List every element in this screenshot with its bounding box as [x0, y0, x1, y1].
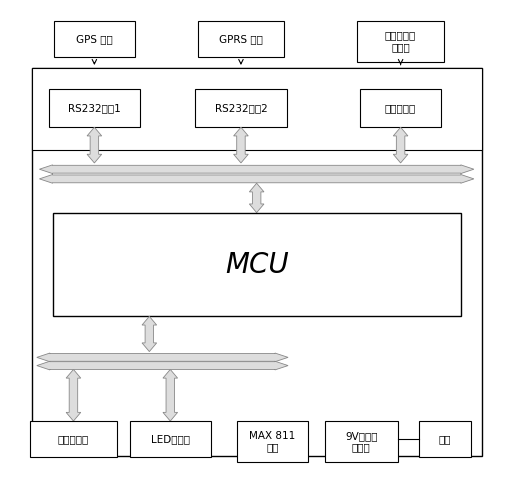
Bar [49, 89, 140, 127]
Polygon shape [87, 127, 102, 163]
Bar [358, 21, 444, 62]
Bar [32, 68, 482, 150]
Text: GPRS 模块: GPRS 模块 [219, 34, 263, 44]
Text: GPS 模块: GPS 模块 [76, 34, 113, 44]
Polygon shape [66, 369, 81, 421]
Text: 电源: 电源 [439, 434, 451, 445]
Polygon shape [249, 183, 264, 213]
Polygon shape [37, 361, 288, 370]
Polygon shape [163, 369, 178, 421]
Text: 传感器接口: 传感器接口 [385, 103, 416, 113]
Polygon shape [142, 316, 157, 351]
Bar [419, 421, 471, 457]
Polygon shape [40, 175, 474, 183]
Bar [237, 421, 308, 462]
Bar [360, 89, 441, 127]
Text: 9V直流电
源接口: 9V直流电 源接口 [345, 431, 378, 452]
Polygon shape [37, 353, 288, 362]
Text: 压力式水位
传感器: 压力式水位 传感器 [385, 31, 416, 52]
Polygon shape [234, 127, 248, 163]
Bar [130, 421, 211, 457]
Text: RS232串口1: RS232串口1 [68, 103, 121, 113]
Bar [52, 213, 461, 316]
Bar [54, 21, 135, 57]
Text: MAX 811
复位: MAX 811 复位 [249, 431, 296, 452]
Bar [32, 68, 482, 456]
Bar [198, 21, 284, 57]
Polygon shape [393, 127, 408, 163]
Text: RS232串口2: RS232串口2 [215, 103, 267, 113]
Bar [195, 89, 287, 127]
Polygon shape [40, 165, 474, 174]
Text: MCU: MCU [225, 250, 288, 279]
Bar [30, 421, 116, 457]
Text: 数据存储器: 数据存储器 [58, 434, 89, 445]
Bar [325, 421, 398, 462]
Text: LED指示灯: LED指示灯 [151, 434, 190, 445]
